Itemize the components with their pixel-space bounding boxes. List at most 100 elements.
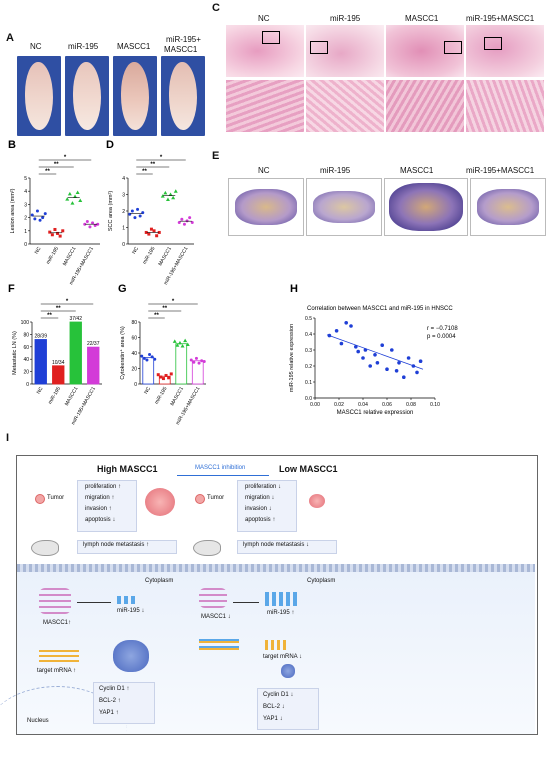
data-point-b xyxy=(50,233,54,237)
data-label-f: 10/34 xyxy=(52,360,65,366)
tongue-specimen xyxy=(121,62,149,130)
data-point-g xyxy=(156,373,160,377)
phenotype-box-high xyxy=(77,480,137,532)
data-point-g xyxy=(164,373,168,377)
data-point-g xyxy=(175,343,180,347)
data-point-g xyxy=(172,339,177,343)
tongue-photo-mir195 xyxy=(65,56,109,136)
data-point-b xyxy=(93,224,97,228)
panel-a-label-combo-2: MASCC1 xyxy=(164,45,198,54)
data-point-b xyxy=(70,201,75,205)
y-tick-label-d: 1 xyxy=(122,226,125,232)
x-tick-label-f: MASCC1 xyxy=(64,386,80,407)
scatter-point-h xyxy=(368,364,373,368)
phenotype-high-1: proliferation ↑ xyxy=(85,484,122,490)
y-tick-label-d: 2 xyxy=(122,209,125,215)
panel-e-label-combo: miR-195+MASCC1 xyxy=(466,166,535,175)
panel-e-label-mascc1: MASCC1 xyxy=(400,166,434,175)
data-point-b xyxy=(85,220,89,224)
scatter-point-h xyxy=(375,361,380,365)
significance-star-f: * xyxy=(66,299,69,305)
x-tick-label-g: miR-195 xyxy=(154,386,169,406)
data-point-g xyxy=(197,361,201,365)
mascc1-low-label: MASCC1 ↓ xyxy=(201,614,231,620)
phenotype-low-2: migration ↓ xyxy=(245,495,275,501)
scatter-point-h xyxy=(394,369,399,373)
tongue-photo-nc xyxy=(17,56,61,136)
y-tick-label-f: 60 xyxy=(23,345,29,351)
y-tick-label-b: 3 xyxy=(24,202,27,208)
scatter-point-h xyxy=(411,364,416,368)
data-point-g xyxy=(153,357,157,361)
x-tick-label-h: 0.06 xyxy=(382,402,392,408)
panel-letter-c: C xyxy=(212,2,220,14)
panel-c-label-nc: NC xyxy=(258,14,270,23)
protein-cluster-high xyxy=(113,640,149,672)
ihc-image-mir195 xyxy=(306,178,382,236)
phenotype-low-1: proliferation ↓ xyxy=(245,484,282,490)
phenotype-high-2: migration ↑ xyxy=(85,495,115,501)
he-zoom-frame xyxy=(310,41,328,54)
phenotype-high-3: invasion ↑ xyxy=(85,506,112,512)
he-overview-mir195 xyxy=(306,25,384,77)
tongue-photo-combo xyxy=(161,56,205,136)
he-zoom-mascc1 xyxy=(386,80,464,132)
data-point-b xyxy=(53,227,57,231)
ln-box-high xyxy=(77,540,177,554)
y-tick-label-g: 60 xyxy=(131,336,137,342)
scatter-point-h xyxy=(385,367,389,372)
y-tick-label-h: 0.1 xyxy=(305,380,312,386)
data-point-d xyxy=(171,195,176,200)
data-point-d xyxy=(165,197,170,201)
significance-star-d: ** xyxy=(142,169,147,175)
panel-a-label-combo-1: miR-195+ xyxy=(166,35,201,44)
ihc-tissue xyxy=(389,183,463,231)
data-point-d xyxy=(190,221,194,225)
scatter-point-h xyxy=(334,329,339,333)
data-point-d xyxy=(147,232,151,236)
scatter-point-h xyxy=(344,321,349,325)
data-point-g xyxy=(180,344,185,348)
y-axis-label-f: Metastatic LN (%) xyxy=(12,331,18,375)
data-point-d xyxy=(188,216,192,220)
data-point-d xyxy=(177,221,181,225)
data-point-d xyxy=(173,189,178,193)
data-point-b xyxy=(96,222,100,226)
data-point-b xyxy=(38,218,42,222)
scatter-point-h xyxy=(418,359,423,364)
scatter-point-h xyxy=(339,341,344,346)
panel-a-label-nc: NC xyxy=(30,42,42,51)
target-mrna-icon-low xyxy=(199,638,239,650)
he-zoom-nc xyxy=(226,80,304,132)
panel-c-label-mir195: miR-195 xyxy=(330,14,361,23)
y-tick-label-b: 0 xyxy=(24,242,27,248)
tongue-specimen xyxy=(25,62,53,130)
data-label-f: 37/42 xyxy=(69,316,82,322)
x-tick-label-g: MASCC1 xyxy=(169,386,185,407)
y-tick-label-f: 20 xyxy=(23,370,29,376)
y-tick-label-g: 20 xyxy=(131,367,137,373)
data-point-b xyxy=(35,209,39,213)
data-point-b xyxy=(41,216,45,220)
panel-letter-e: E xyxy=(212,150,220,162)
ihc-image-nc xyxy=(228,178,304,236)
data-point-g xyxy=(140,354,144,358)
y-tick-label-d: 4 xyxy=(122,176,125,182)
protein-high-1: Cyclin D1 ↑ xyxy=(99,686,130,692)
data-point-b xyxy=(33,217,37,221)
data-point-g xyxy=(167,376,171,380)
mir195-icon-low xyxy=(265,592,299,606)
bar-f xyxy=(34,339,47,385)
ln-box-low xyxy=(237,540,337,554)
bar-g xyxy=(175,343,188,385)
data-point-d xyxy=(163,190,168,195)
bar-f xyxy=(52,365,65,385)
low-mascc1-title: Low MASCC1 xyxy=(279,464,338,474)
panel-c-label-mascc1: MASCC1 xyxy=(405,14,439,23)
data-point-g xyxy=(159,375,163,379)
x-tick-label-b: MASCC1 xyxy=(62,246,78,267)
ihc-tissue xyxy=(477,189,539,225)
he-zoom-frame xyxy=(444,41,462,54)
y-tick-label-b: 4 xyxy=(24,189,27,195)
